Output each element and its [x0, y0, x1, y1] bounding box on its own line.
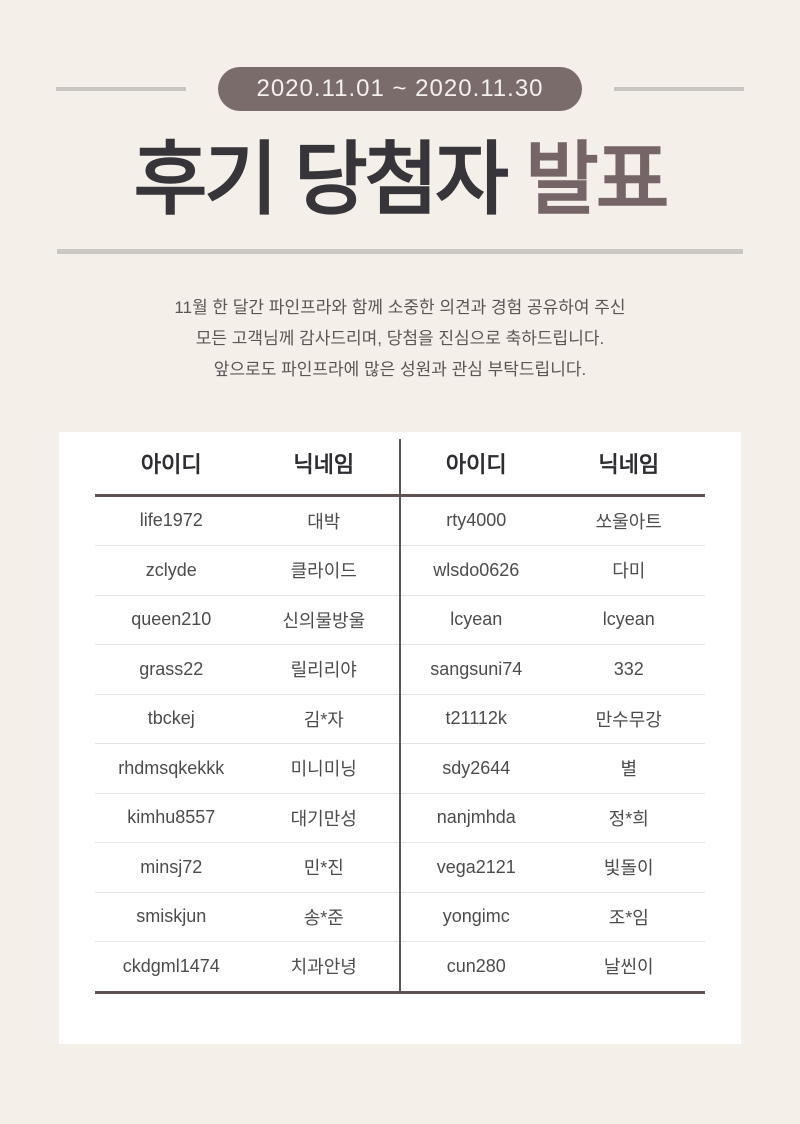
page-title-accent: 발표	[525, 135, 669, 224]
decorative-line-right	[613, 87, 744, 91]
winner-nickname-cell: 다미	[612, 561, 646, 582]
date-range-badge: 2020.11.01 ~ 2020.11.30	[218, 67, 582, 111]
winner-nickname-cell: lcyean	[602, 609, 655, 630]
winner-id-cell: life1972	[139, 510, 203, 531]
winner-nickname-cell: 정*희	[608, 808, 649, 829]
page-title-main: 후기 당첨자	[133, 135, 509, 224]
winner-id-cell: ckdgml1474	[122, 955, 220, 976]
winner-nickname-cell: 332	[613, 658, 644, 679]
winner-id-cell: sangsuni74	[430, 658, 523, 679]
winner-nickname-cell: 쏘울아트	[595, 511, 662, 532]
winner-id-cell: kimhu8557	[127, 807, 216, 828]
winner-id-cell: vega2121	[436, 856, 516, 877]
winner-nickname-cell: 대기만성	[290, 808, 357, 829]
column-header-id-left: 아이디	[140, 451, 202, 477]
table-row: tbckej 김*자 t21112k 만수무강	[95, 693, 705, 744]
winner-id-cell: nanjmhda	[436, 807, 516, 828]
winner-nickname-cell: 별	[620, 759, 638, 780]
winner-nickname-cell: 대박	[307, 511, 341, 532]
winners-card: 아이디 닉네임 아이디 닉네임 life1972 대박 rty4000 쏘울아트…	[59, 431, 741, 1044]
event-description: 11월 한 달간 파인프라와 함께 소중한 의견과 경험 공유하여 주신 모든 …	[0, 292, 800, 385]
winner-nickname-cell: 신의물방울	[282, 610, 366, 631]
winner-nickname-cell: 만수무강	[595, 709, 662, 730]
winner-nickname-cell: 날씬이	[603, 957, 654, 978]
winner-id-cell: wlsdo0626	[433, 559, 520, 580]
description-line-1: 11월 한 달간 파인프라와 함께 소중한 의견과 경험 공유하여 주신	[174, 297, 626, 317]
description-line-2: 모든 고객님께 감사드리며, 당첨을 진심으로 축하드립니다.	[195, 328, 605, 348]
winners-rows: life1972 대박 rty4000 쏘울아트 zclyde 클라이드 wls…	[95, 497, 705, 994]
table-row: life1972 대박 rty4000 쏘울아트	[95, 497, 705, 546]
winner-id-cell: rhdmsqkekkk	[118, 757, 225, 778]
winner-nickname-cell: 릴리리야	[290, 660, 357, 681]
winner-id-cell: queen210	[131, 609, 212, 630]
page-title: 후기 당첨자 발표	[0, 135, 800, 225]
winner-nickname-cell: 클라이드	[290, 561, 357, 582]
winner-id-cell: grass22	[139, 658, 204, 679]
winner-id-cell: zclyde	[145, 559, 197, 580]
column-header-nickname-left: 닉네임	[293, 451, 355, 477]
winner-id-cell: lcyean	[450, 609, 503, 630]
date-badge-row: 2020.11.01 ~ 2020.11.30	[0, 0, 800, 111]
winners-table: 아이디 닉네임 아이디 닉네임 life1972 대박 rty4000 쏘울아트…	[95, 432, 705, 994]
column-header-nickname-right: 닉네임	[598, 451, 660, 477]
winner-nickname-cell: 김*자	[303, 709, 344, 730]
winner-id-cell: cun280	[446, 955, 506, 976]
winner-nickname-cell: 빛돌이	[603, 858, 654, 879]
winner-id-cell: smiskjun	[136, 906, 207, 927]
winner-nickname-cell: 조*임	[608, 907, 649, 928]
winner-nickname-cell: 송*준	[303, 907, 344, 928]
decorative-line-left	[56, 87, 187, 91]
description-line-3: 앞으로도 파인프라에 많은 성원과 관심 부탁드립니다.	[213, 359, 587, 379]
winner-nickname-cell: 민*진	[303, 858, 344, 879]
winner-id-cell: sdy2644	[442, 757, 511, 778]
winner-id-cell: t21112k	[445, 708, 507, 729]
winner-id-cell: yongimc	[442, 906, 510, 927]
column-header-id-right: 아이디	[445, 451, 507, 477]
title-divider	[57, 248, 743, 254]
winner-nickname-cell: 미니미닝	[290, 759, 357, 780]
winner-id-cell: minsj72	[140, 856, 203, 877]
winner-nickname-cell: 치과안녕	[290, 957, 357, 978]
table-row: minsj72 민*진 vega2121 빛돌이	[95, 842, 705, 892]
winner-id-cell: rty4000	[446, 510, 507, 531]
winner-id-cell: tbckej	[147, 708, 195, 729]
table-center-divider	[399, 438, 401, 991]
